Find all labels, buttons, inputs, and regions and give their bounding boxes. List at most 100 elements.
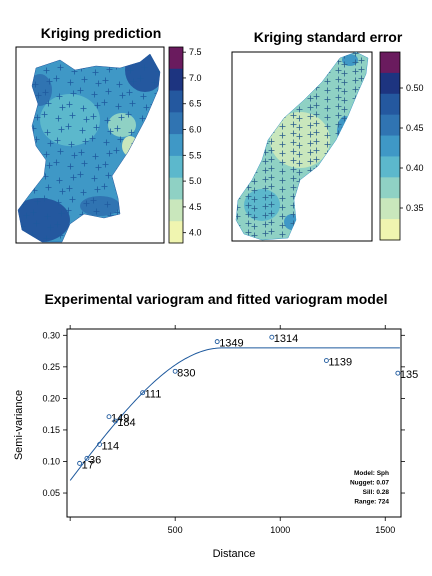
prediction-sample-marker (34, 114, 41, 121)
standard-error-sample-marker (296, 169, 303, 176)
chart-title-standard-error: Kriging standard error (253, 29, 403, 45)
prediction-sample-marker (106, 150, 113, 157)
variogram-point (172, 368, 178, 374)
standard-error-sample-marker (251, 232, 258, 239)
prediction-colorbar-frame (168, 46, 184, 244)
standard-error-sample-marker (324, 96, 331, 103)
prediction-sample-marker (68, 141, 75, 148)
prediction-colorbar-tick-label: 5.5 (189, 150, 202, 160)
standard-error-sample-marker (262, 221, 269, 228)
variogram-point (214, 339, 220, 345)
variogram-x-label: Distance (213, 548, 256, 560)
standard-error-sample-marker (296, 160, 303, 167)
variogram-point (106, 414, 112, 420)
standard-error-sample-marker (290, 112, 297, 119)
standard-error-sample-marker (279, 177, 286, 184)
standard-error-sample-marker (341, 97, 348, 104)
prediction-sample-marker (58, 210, 65, 217)
standard-error-sample-marker (313, 138, 320, 145)
prediction-colorbar-tick-label: 4.0 (189, 228, 202, 238)
standard-error-sample-marker (262, 230, 269, 237)
prediction-sample-marker (33, 220, 40, 227)
standard-error-colorbar-tick-label: 0.45 (406, 123, 424, 133)
prediction-sample-marker (125, 111, 132, 118)
standard-error-sample-marker (245, 220, 252, 227)
prediction-sample-marker (65, 207, 72, 214)
prediction-sample-marker (55, 115, 62, 122)
variogram-point-label: 1139 (328, 357, 352, 369)
standard-error-sample-marker (296, 115, 303, 122)
standard-error-sample-marker (352, 77, 359, 84)
standard-error-colorbar-swatch (380, 72, 400, 95)
prediction-sample-marker (55, 199, 62, 206)
standard-error-sample-marker (313, 129, 320, 136)
prediction-sample-marker (43, 235, 50, 242)
variogram-point (140, 390, 146, 396)
chart-title-variogram: Experimental variogram and fitted variog… (44, 291, 388, 307)
standard-error-colorbar-swatch (380, 177, 400, 199)
prediction-sample-marker (54, 137, 61, 144)
standard-error-sample-marker (290, 166, 297, 173)
prediction-sample-marker (140, 93, 147, 100)
standard-error-sample-marker (245, 193, 252, 200)
standard-error-sample-marker (251, 214, 258, 221)
variogram-point-label: 149 (111, 413, 129, 425)
prediction-colorbar-tick-label: 4.5 (189, 202, 202, 212)
standard-error-sample-marker (335, 103, 342, 110)
variogram-point (84, 455, 90, 461)
standard-error-sample-marker (279, 132, 286, 139)
prediction-map-panel (15, 46, 165, 244)
standard-error-sample-marker (236, 204, 241, 211)
prediction-sample-marker (141, 64, 148, 71)
prediction-sample-marker (47, 224, 54, 231)
chart-title-prediction: Kriging prediction (40, 25, 162, 41)
prediction-sample-marker (89, 135, 96, 142)
standard-error-sample-marker (290, 139, 297, 146)
prediction-colorbar-swatch (169, 112, 183, 135)
prediction-sample-marker (66, 101, 73, 108)
prediction-fill-sw (18, 198, 70, 242)
prediction-sample-marker (58, 126, 65, 133)
prediction-sample-marker (66, 185, 73, 192)
standard-error-colorbar-swatch (380, 93, 400, 116)
standard-error-sample-marker (307, 158, 314, 165)
standard-error-sample-marker (251, 178, 258, 185)
y-axis-tick-label: 0.10 (42, 456, 60, 466)
prediction-sample-marker (103, 139, 110, 146)
standard-error-sample-marker (268, 165, 275, 172)
standard-error-sample-marker (290, 148, 297, 155)
prediction-sample-marker (101, 183, 108, 190)
standard-error-sample-marker (279, 150, 286, 157)
standard-error-sample-marker (313, 102, 320, 109)
prediction-sample-marker (92, 153, 99, 160)
prediction-sample-marker (95, 80, 102, 87)
prediction-colorbar-swatch (169, 134, 183, 157)
prediction-colorbar-swatch (169, 155, 183, 179)
prediction-sample-marker (67, 79, 74, 86)
prediction-sample-marker (80, 189, 87, 196)
prediction-sample-marker (70, 174, 77, 181)
y-axis-tick-label: 0.25 (42, 362, 60, 372)
standard-error-colorbar-swatch (380, 198, 400, 220)
variogram-point (112, 418, 118, 424)
standard-error-sample-marker (324, 105, 331, 112)
standard-error-sample-marker (262, 194, 269, 201)
prediction-sample-marker (105, 172, 112, 179)
prediction-sample-marker (128, 129, 135, 136)
standard-error-sample-marker (307, 140, 314, 147)
standard-error-map-panel (231, 51, 373, 242)
standard-error-sample-marker (335, 85, 342, 92)
standard-error-sample-marker (307, 131, 314, 138)
standard-error-sample-marker (313, 120, 320, 127)
prediction-sample-marker (115, 103, 122, 110)
prediction-colorbar-tick-label: 7.5 (189, 47, 202, 57)
standard-error-sample-marker (290, 175, 297, 182)
variogram-point (97, 441, 103, 447)
variogram-point-label: 17 (82, 459, 94, 471)
prediction-colorbar-swatch (169, 199, 183, 222)
prediction-sample-marker (71, 152, 78, 159)
prediction-sample-marker (44, 213, 51, 220)
x-axis-tick-label: 1500 (375, 525, 395, 535)
standard-error-colorbar-tick-label: 0.40 (406, 163, 424, 173)
